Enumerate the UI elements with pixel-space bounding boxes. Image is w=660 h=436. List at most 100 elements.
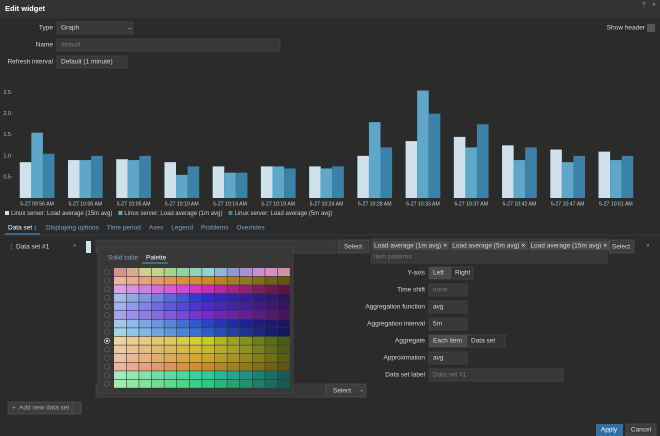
palette-swatch[interactable] [189,276,202,285]
palette-swatch[interactable] [164,345,177,354]
palette-swatch[interactable] [139,285,152,294]
palette-swatch[interactable] [139,311,152,319]
palette-swatch[interactable] [227,268,240,276]
palette-swatch[interactable] [252,354,265,362]
tab[interactable]: Time period [107,225,141,232]
palette-swatch[interactable] [202,293,215,302]
palette-swatch[interactable] [139,371,152,380]
palette-swatch[interactable] [189,285,202,294]
palette-radio[interactable] [104,277,110,284]
palette-swatch[interactable] [139,336,152,345]
palette-swatch[interactable] [151,362,164,371]
lower-select[interactable] [325,383,367,398]
palette-swatch[interactable] [265,371,278,380]
palette-swatch[interactable] [114,311,126,319]
palette-swatch[interactable] [151,311,164,319]
palette-swatch[interactable] [265,285,278,294]
collapse-toggle[interactable]: ^ [73,244,77,251]
palette-swatch[interactable] [139,276,152,285]
palette-swatch[interactable] [202,354,215,362]
refresh-select[interactable] [56,55,128,69]
palette-swatch[interactable] [227,293,240,302]
help-icon[interactable]: ? [642,2,646,9]
palette-radio[interactable] [104,303,110,310]
palette-swatch[interactable] [177,268,189,276]
palette-swatch[interactable] [202,328,215,337]
palette-swatch[interactable] [252,379,265,388]
palette-swatch[interactable] [214,302,227,311]
palette-swatch[interactable] [151,379,164,388]
palette-swatch[interactable] [277,371,290,380]
palette-swatch[interactable] [214,336,227,345]
agg-interval-input[interactable] [428,317,468,331]
palette-radio[interactable] [104,355,110,361]
palette-swatch[interactable] [189,362,202,371]
palette-swatch[interactable] [164,371,177,380]
palette-swatch[interactable] [240,268,252,276]
tab[interactable]: Legend [171,225,193,232]
palette-radio[interactable] [104,312,110,318]
palette-swatch[interactable] [189,354,202,362]
palette-swatch[interactable] [277,285,290,294]
palette-swatch[interactable] [202,302,215,311]
palette-swatch[interactable] [214,371,227,380]
palette-swatch[interactable] [202,362,215,371]
palette-swatch[interactable] [114,276,126,285]
palette-swatch[interactable] [214,362,227,371]
palette-swatch[interactable] [126,379,139,388]
palette-swatch[interactable] [265,293,278,302]
select-button[interactable] [337,239,370,254]
palette-swatch[interactable] [114,354,126,362]
item-remove[interactable]: × [603,243,607,250]
palette-swatch[interactable] [240,379,252,388]
palette-swatch[interactable] [202,336,215,345]
palette-swatch[interactable] [265,354,278,362]
palette-swatch[interactable] [214,354,227,362]
palette-swatch[interactable] [214,268,227,276]
palette-swatch[interactable] [240,328,252,337]
palette-swatch[interactable] [164,379,177,388]
palette-swatch[interactable] [240,371,252,380]
palette-radio[interactable] [104,286,110,293]
palette-swatch[interactable] [202,319,215,328]
palette-swatch[interactable] [189,311,202,319]
palette-swatch[interactable] [227,362,240,371]
palette-swatch[interactable] [164,293,177,302]
palette-swatch[interactable] [252,328,265,337]
palette-swatch[interactable] [240,345,252,354]
palette-swatch[interactable] [189,328,202,337]
palette-radio[interactable] [104,380,110,387]
palette-swatch[interactable] [227,371,240,380]
palette-swatch[interactable] [277,311,290,319]
palette-tab[interactable]: Solid color [108,255,139,262]
palette-swatch[interactable] [164,354,177,362]
palette-swatch[interactable] [139,302,152,311]
palette-swatch[interactable] [126,362,139,371]
palette-swatch[interactable] [189,379,202,388]
time-shift-input[interactable] [428,283,468,297]
palette-swatch[interactable] [164,285,177,294]
palette-swatch[interactable] [114,371,126,380]
palette-swatch[interactable] [164,319,177,328]
palette-radio[interactable] [104,372,110,379]
palette-swatch[interactable] [252,285,265,294]
palette-swatch[interactable] [151,328,164,337]
palette-swatch[interactable] [265,345,278,354]
palette-swatch[interactable] [177,345,189,354]
palette-swatch[interactable] [214,319,227,328]
palette-swatch[interactable] [227,311,240,319]
items-select-button[interactable] [608,239,635,254]
palette-swatch[interactable] [177,354,189,362]
palette-swatch[interactable] [227,336,240,345]
palette-swatch[interactable] [151,336,164,345]
palette-radio[interactable] [104,294,110,301]
palette-swatch[interactable] [126,293,139,302]
palette-swatch[interactable] [189,319,202,328]
palette-swatch[interactable] [277,345,290,354]
palette-swatch[interactable] [126,311,139,319]
show-header-checkbox[interactable] [647,24,655,32]
palette-swatch[interactable] [114,336,126,345]
palette-swatch[interactable] [139,328,152,337]
palette-swatch[interactable] [151,293,164,302]
palette-swatch[interactable] [126,345,139,354]
